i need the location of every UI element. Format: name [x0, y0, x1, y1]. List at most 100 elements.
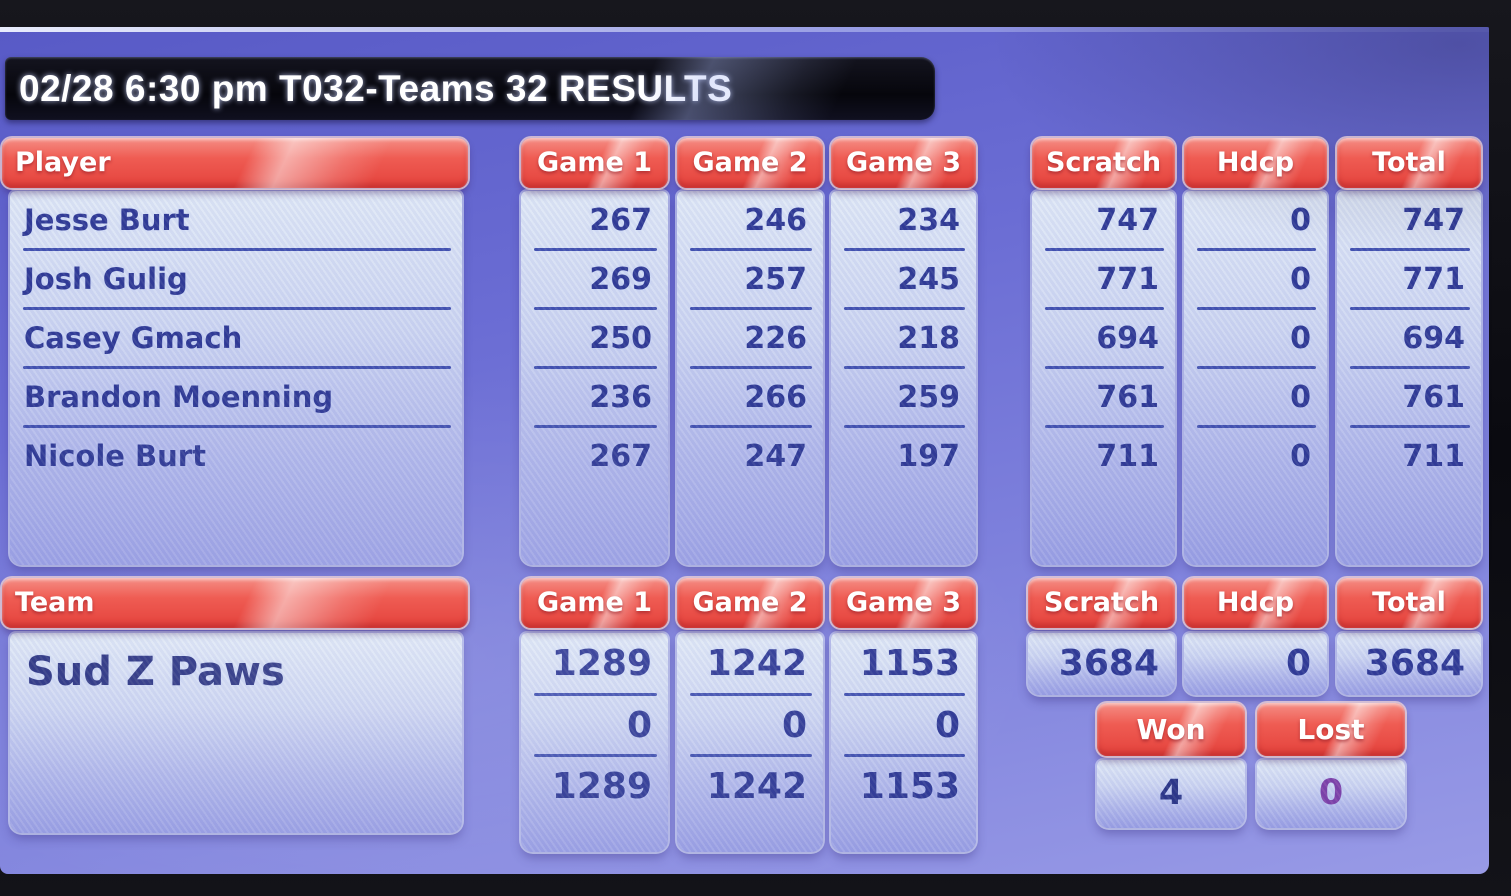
- team-scratch-header: Scratch: [1028, 578, 1175, 628]
- won-header: Won: [1097, 703, 1245, 756]
- row-divider: [844, 754, 965, 757]
- score-row: 246: [677, 191, 823, 251]
- team-game-1-header: Game 1: [521, 578, 668, 628]
- team-score-row: 1153: [831, 756, 976, 817]
- header-glare: [831, 578, 976, 628]
- team-game-1-panel: 1289 0 1289: [521, 633, 668, 852]
- row-divider: [1045, 248, 1164, 251]
- score-cell: 747: [1402, 203, 1465, 238]
- score-row: 0: [1184, 427, 1327, 486]
- team-scratch-score: 1153: [859, 643, 960, 684]
- score-row: 747: [1337, 191, 1481, 251]
- score-cell: 761: [1402, 380, 1465, 415]
- team-score-row: 1242: [677, 756, 823, 817]
- player-row: Josh Gulig: [10, 250, 462, 310]
- game-2-scores-panel: 246 257 226 266 247: [677, 191, 823, 565]
- row-divider: [690, 248, 812, 251]
- team-scratch-score: 1289: [551, 643, 652, 684]
- score-cell: 259: [897, 380, 960, 415]
- header-glare: [1028, 578, 1175, 628]
- lost-value: 0: [1318, 773, 1344, 813]
- score-cell: 771: [1096, 262, 1159, 297]
- score-cell: 236: [589, 380, 652, 415]
- team-total-score: 1289: [551, 766, 652, 807]
- score-row: 0: [1184, 368, 1327, 428]
- score-cell: 269: [589, 262, 652, 297]
- player-column-header: Player: [2, 138, 468, 188]
- player-name: Brandon Moenning: [24, 380, 334, 414]
- score-cell: 245: [897, 262, 960, 297]
- game-1-scores-panel: 267 269 250 236 267: [521, 191, 668, 565]
- team-total-score: 1153: [859, 766, 960, 807]
- team-grand-total: 3684: [1364, 643, 1465, 684]
- scratch-header: Scratch: [1032, 138, 1175, 188]
- row-divider: [534, 754, 657, 757]
- scoring-display: 02/28 6:30 pm T032-Teams 32 RESULTS Play…: [0, 27, 1489, 874]
- row-divider: [844, 425, 965, 428]
- team-game-3-panel: 1153 0 1153: [831, 633, 976, 852]
- team-game-2-panel: 1242 0 1242: [677, 633, 823, 852]
- score-row: 0: [1184, 250, 1327, 310]
- row-divider: [844, 248, 965, 251]
- header-glare: [521, 138, 668, 188]
- team-score-row: 1289: [521, 633, 668, 696]
- won-value: 4: [1158, 773, 1184, 813]
- score-row: 711: [1337, 427, 1481, 486]
- score-row: 771: [1032, 250, 1175, 310]
- score-cell: 218: [897, 321, 960, 356]
- game-1-header: Game 1: [521, 138, 668, 188]
- team-score-row: 0: [521, 695, 668, 757]
- row-divider: [1197, 307, 1316, 310]
- results-title-bar: 02/28 6:30 pm T032-Teams 32 RESULTS: [5, 57, 935, 120]
- results-title: 02/28 6:30 pm T032-Teams 32 RESULTS: [5, 57, 935, 120]
- hdcp-header: Hdcp: [1184, 138, 1327, 188]
- won-value-panel: 4: [1097, 760, 1245, 828]
- header-glare: [831, 138, 976, 188]
- total-header: Total: [1337, 138, 1481, 188]
- score-cell: 247: [744, 439, 807, 474]
- score-row: 267: [521, 191, 668, 251]
- player-names-panel: Jesse Burt Josh Gulig Casey Gmach Brando…: [10, 191, 462, 565]
- score-cell: 267: [589, 203, 652, 238]
- game-3-header: Game 3: [831, 138, 976, 188]
- player-name: Josh Gulig: [24, 262, 188, 296]
- team-score-row: 1242: [677, 633, 823, 696]
- total-scores-panel: 747 771 694 761 711: [1337, 191, 1481, 565]
- team-scratch-score: 1242: [706, 643, 807, 684]
- score-row: 694: [1337, 309, 1481, 369]
- team-score-row: 1153: [831, 633, 976, 696]
- header-glare: [1097, 703, 1245, 756]
- team-grand-total-panel: 3684: [1337, 633, 1481, 695]
- row-divider: [23, 307, 451, 310]
- row-divider: [23, 425, 451, 428]
- title-glare: [5, 57, 935, 120]
- team-game-2-header: Game 2: [677, 578, 823, 628]
- player-name: Casey Gmach: [24, 321, 243, 355]
- header-glare: [2, 578, 468, 628]
- lost-value-panel: 0: [1257, 760, 1405, 828]
- team-hdcp-header: Hdcp: [1184, 578, 1327, 628]
- row-divider: [844, 693, 965, 696]
- score-row: 267: [521, 427, 668, 486]
- score-cell: 267: [589, 439, 652, 474]
- score-cell: 694: [1402, 321, 1465, 356]
- header-glare: [1184, 138, 1327, 188]
- score-cell: 0: [1290, 321, 1311, 356]
- score-row: 761: [1032, 368, 1175, 428]
- team-hdcp-score: 0: [934, 705, 960, 746]
- header-glare: [1257, 703, 1405, 756]
- row-divider: [1197, 366, 1316, 369]
- score-row: 0: [1184, 191, 1327, 251]
- team-total-header: Total: [1337, 578, 1481, 628]
- row-divider: [690, 366, 812, 369]
- player-name: Nicole Burt: [24, 439, 206, 473]
- score-cell: 0: [1290, 380, 1311, 415]
- score-cell: 246: [744, 203, 807, 238]
- score-row: 236: [521, 368, 668, 428]
- score-row: 771: [1337, 250, 1481, 310]
- team-score-row: 1289: [521, 756, 668, 817]
- row-divider: [690, 425, 812, 428]
- score-row: 711: [1032, 427, 1175, 486]
- row-divider: [534, 425, 657, 428]
- row-divider: [1197, 425, 1316, 428]
